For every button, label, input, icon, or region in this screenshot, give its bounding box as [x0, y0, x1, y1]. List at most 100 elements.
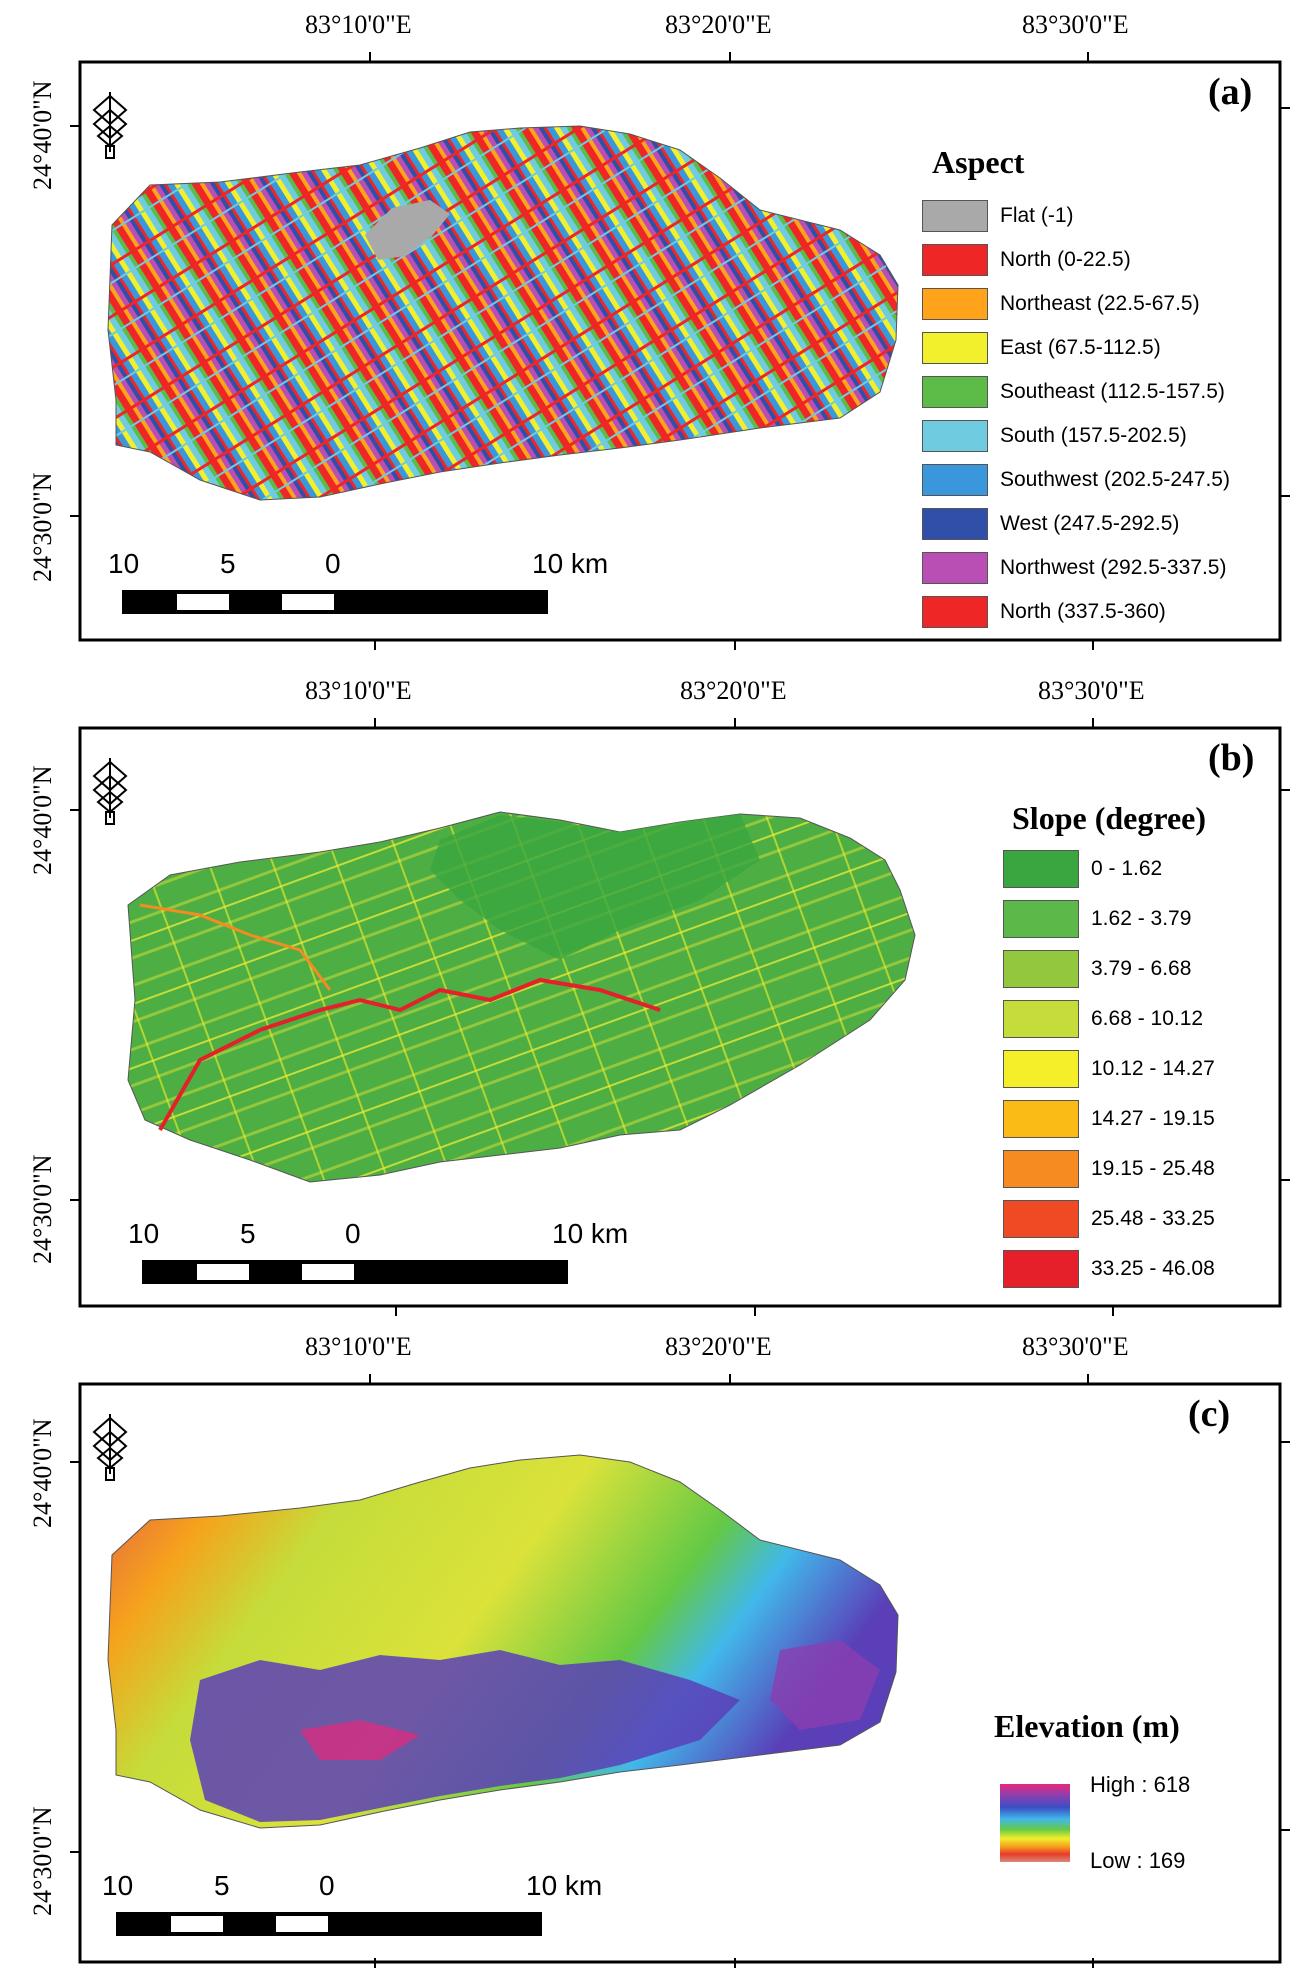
scale-label-0: 0 — [325, 548, 341, 579]
legend-swatch — [1003, 1050, 1079, 1088]
legend-item: South (157.5-202.5) — [922, 420, 1187, 452]
scale-label-10: 10 — [102, 1870, 134, 1901]
legend-item: Northeast (22.5-67.5) — [922, 288, 1200, 320]
map-frame — [78, 1382, 1282, 1964]
legend-item: 0 - 1.62 — [1003, 850, 1162, 888]
legend-item: East (67.5-112.5) — [922, 332, 1161, 364]
scale-label-5: 5 — [240, 1218, 256, 1249]
legend-swatch — [1003, 900, 1079, 938]
legend-swatch — [1003, 850, 1079, 888]
lowland-area — [300, 1720, 420, 1760]
legend-item: 3.79 - 6.68 — [1003, 950, 1191, 988]
legend-swatch — [922, 552, 988, 584]
legend-swatch — [922, 420, 988, 452]
steep-escarpment — [158, 977, 661, 1131]
legend-swatch — [922, 464, 988, 496]
legend-item: 25.48 - 33.25 — [1003, 1200, 1215, 1238]
lon-label: 83°30'0"E — [1022, 1332, 1129, 1361]
scale-label-10km: 10 km — [526, 1870, 603, 1901]
elevation-low-label: Low : 169 — [1090, 1848, 1186, 1873]
panel-a-frame — [70, 52, 1290, 650]
legend-swatch — [922, 376, 988, 408]
legend-label: West (247.5-292.5) — [1000, 512, 1180, 535]
legend-label: 19.15 - 25.48 — [1091, 1157, 1215, 1180]
lon-label: 83°30'0"E — [1022, 10, 1129, 39]
panel-tag: (c) — [1188, 1393, 1231, 1435]
legend-label: Flat (-1) — [1000, 204, 1074, 227]
aspect-map-area — [107, 125, 899, 501]
legend-title: Elevation (m) — [994, 1708, 1180, 1744]
panel-b: 10 5 0 10 km 83°10'0"E 83°20'0"E 83°30'0… — [28, 676, 1290, 1316]
panel-tag: (b) — [1208, 737, 1255, 779]
panel-a: 10 5 0 10 km 83°10'0"E 83°20'0"E 83°30'0… — [0, 0, 1297, 650]
legend-swatch — [922, 332, 988, 364]
legend-label: Northeast (22.5-67.5) — [1000, 292, 1200, 315]
lon-label: 83°10'0"E — [305, 1332, 412, 1361]
lon-label: 83°20'0"E — [680, 676, 787, 705]
legend-label: Northwest (292.5-337.5) — [1000, 556, 1227, 579]
legend-label: 25.48 - 33.25 — [1091, 1207, 1215, 1230]
lon-label: 83°20'0"E — [665, 1332, 772, 1361]
legend-swatch — [1003, 1100, 1079, 1138]
map-frame — [78, 726, 1282, 1308]
legend-label: East (67.5-112.5) — [1000, 336, 1161, 359]
legend-label: 10.12 - 14.27 — [1091, 1057, 1215, 1080]
legend-label: 1.62 - 3.79 — [1091, 907, 1192, 930]
steep-escarpment — [139, 903, 332, 991]
lon-label: 83°10'0"E — [305, 10, 412, 39]
legend-item: 10.12 - 14.27 — [1003, 1050, 1215, 1088]
legend-label: North (0-22.5) — [1000, 248, 1131, 271]
legend-swatch — [1003, 950, 1079, 988]
legend-label: 6.68 - 10.12 — [1091, 1007, 1204, 1030]
panel-tag: (a) — [1208, 71, 1253, 113]
legend-item: 33.25 - 46.08 — [1003, 1250, 1215, 1288]
elevation-color-ramp — [1000, 1784, 1070, 1862]
legend-swatch — [1003, 1150, 1079, 1188]
legend-title: Slope (degree) — [1012, 800, 1207, 836]
legend-label: North (337.5-360) — [1000, 600, 1166, 623]
legend-swatch — [922, 596, 988, 628]
elevation-high-label: High : 618 — [1090, 1772, 1191, 1797]
lat-label: 24°30'0"N — [28, 1806, 57, 1916]
legend-item: 6.68 - 10.12 — [1003, 1000, 1203, 1038]
legend-label: 0 - 1.62 — [1091, 857, 1163, 880]
legend-label: Southwest (202.5-247.5) — [1000, 468, 1230, 491]
lowland-area — [190, 1650, 740, 1822]
north-arrow-icon — [92, 1414, 128, 1481]
legend-swatch — [922, 244, 988, 276]
north-arrow-icon — [92, 758, 128, 825]
lat-label: 24°40'0"N — [28, 1418, 57, 1528]
legend-swatch — [922, 200, 988, 232]
scale-label-5: 5 — [220, 548, 236, 579]
scale-label-10: 10 — [128, 1218, 160, 1249]
legend-label: Southeast (112.5-157.5) — [1000, 380, 1225, 403]
map-frame — [78, 60, 1282, 642]
lon-label: 83°10'0"E — [305, 676, 412, 705]
lon-label: 83°20'0"E — [665, 10, 772, 39]
legend-swatch — [1003, 1200, 1079, 1238]
legend-label: 3.79 - 6.68 — [1091, 957, 1192, 980]
scale-label-10km: 10 km — [552, 1218, 629, 1249]
legend-label: 33.25 - 46.08 — [1091, 1257, 1215, 1280]
scale-label-5: 5 — [214, 1870, 230, 1901]
legend-item: Southwest (202.5-247.5) — [922, 464, 1230, 496]
scale-label-10: 10 — [108, 548, 140, 579]
legend-item: North (0-22.5) — [922, 244, 1131, 276]
legend-item: Southeast (112.5-157.5) — [922, 376, 1225, 408]
upland-flat-area — [430, 814, 760, 960]
scale-bar — [142, 1260, 568, 1284]
scale-label-10km: 10 km — [532, 548, 609, 579]
scale-bar — [116, 1912, 542, 1936]
slope-map-area — [127, 811, 916, 1183]
panel-b-frame — [70, 718, 1290, 1316]
legend-label: South (157.5-202.5) — [1000, 424, 1187, 447]
legend-title: Aspect — [932, 144, 1025, 180]
legend-item: 14.27 - 19.15 — [1003, 1100, 1215, 1138]
scale-bar — [122, 590, 548, 614]
scale-label-0: 0 — [345, 1218, 361, 1249]
lowland-area — [770, 1640, 880, 1730]
scale-label-0: 0 — [319, 1870, 335, 1901]
legend-item: Northwest (292.5-337.5) — [922, 552, 1226, 584]
